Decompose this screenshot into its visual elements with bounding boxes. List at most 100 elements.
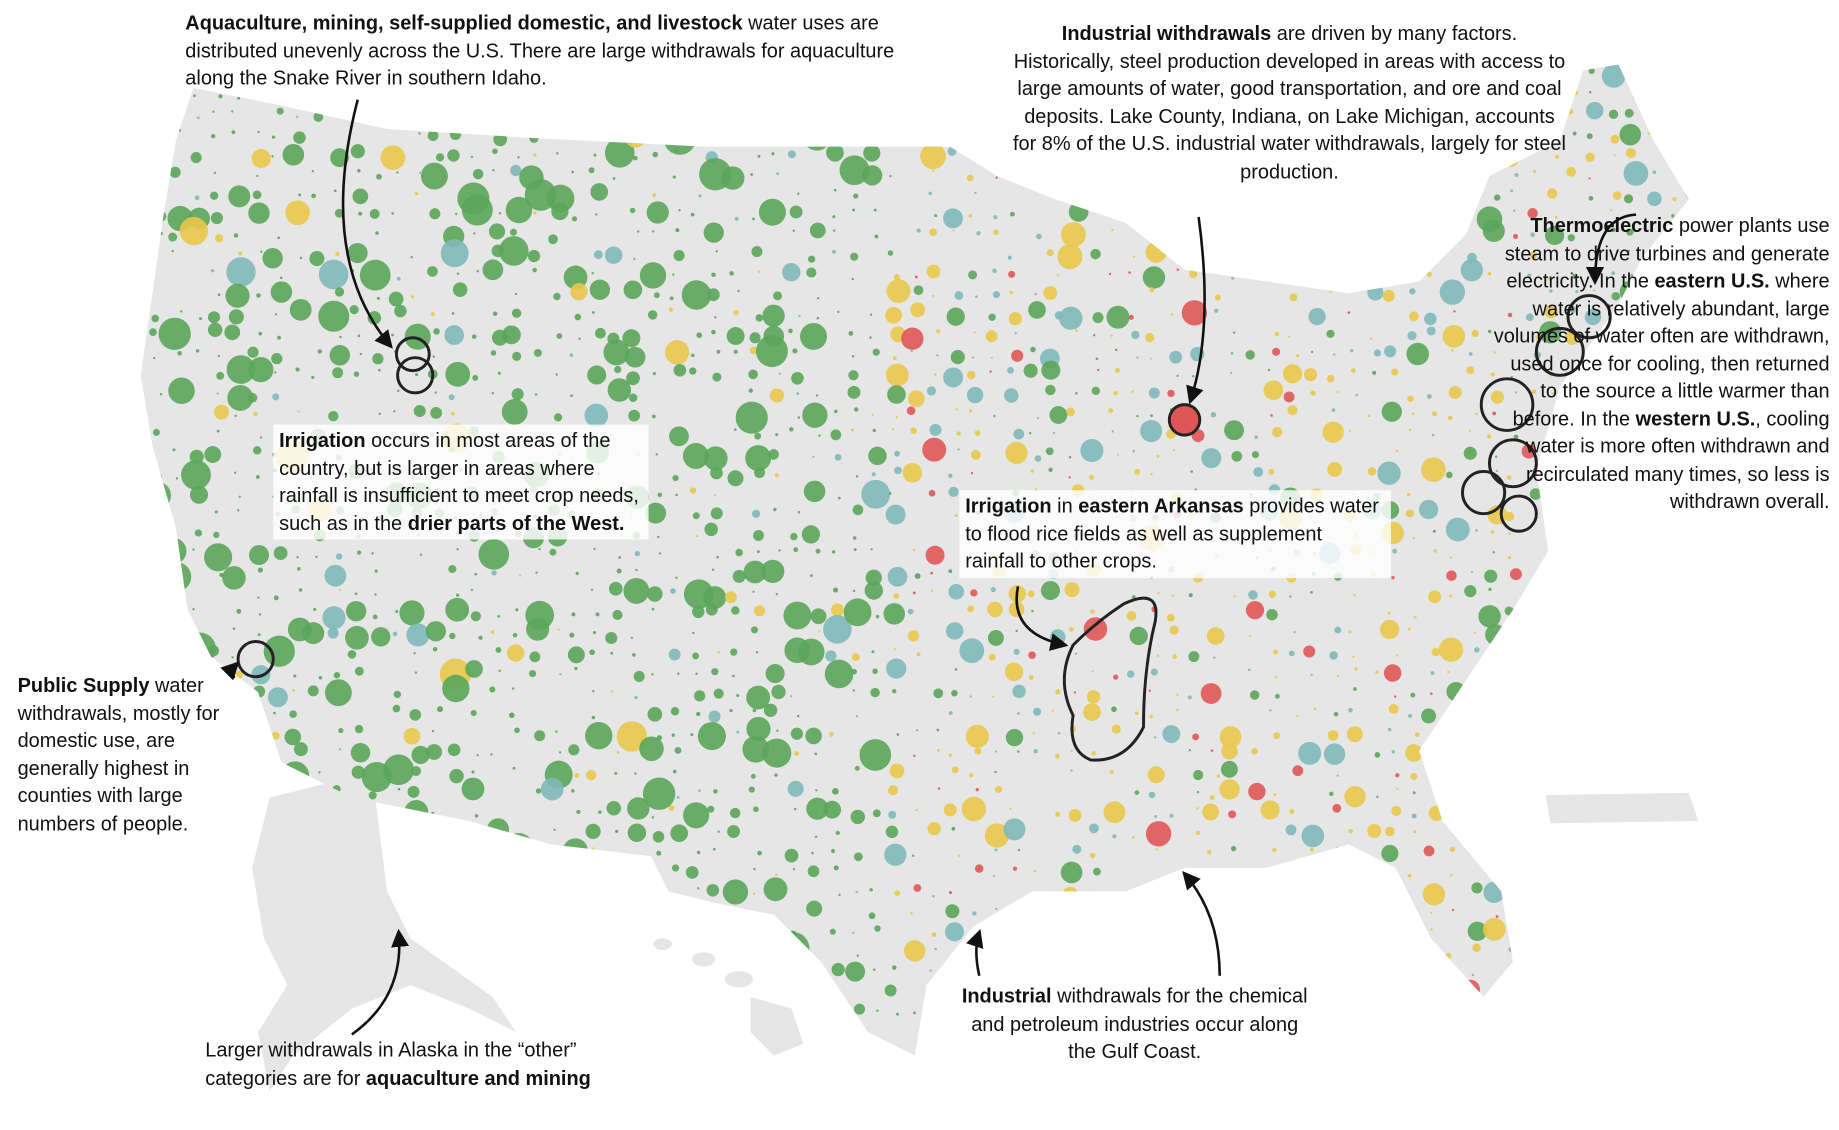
county-circle [1554, 250, 1558, 253]
county-circle [755, 650, 759, 654]
county-circle [928, 191, 932, 196]
county-circle [851, 653, 860, 662]
county-circle [909, 91, 915, 97]
county-circle [874, 234, 879, 239]
county-circle [1495, 814, 1499, 817]
county-circle [1375, 988, 1379, 992]
county-circle [553, 828, 556, 831]
county-circle [1627, 249, 1631, 253]
county-circle [225, 283, 250, 308]
county-circle [784, 848, 799, 863]
county-circle [690, 212, 695, 217]
county-circle [177, 128, 182, 133]
county-circle [1428, 805, 1445, 821]
county-circle [399, 600, 425, 626]
county-circle [1631, 1013, 1634, 1016]
county-circle [236, 509, 240, 512]
county-circle [263, 635, 295, 667]
county-circle [633, 670, 645, 682]
county-circle [577, 952, 581, 956]
puerto-rico [1545, 792, 1699, 824]
county-circle [153, 356, 156, 360]
county-circle [758, 198, 786, 226]
county-circle [974, 430, 981, 437]
county-circle [411, 745, 430, 765]
county-circle [993, 215, 998, 220]
county-circle [554, 1009, 558, 1013]
county-circle [771, 152, 775, 156]
county-circle [957, 91, 961, 94]
county-circle [318, 259, 349, 290]
county-circle [290, 95, 296, 100]
county-circle [1655, 933, 1658, 937]
county-circle [875, 614, 880, 619]
county-circle [260, 250, 263, 253]
county-circle [995, 907, 998, 911]
county-circle [674, 93, 677, 97]
county-circle [1407, 627, 1411, 631]
county-circle [646, 201, 669, 224]
county-circle [1414, 189, 1418, 192]
county-circle [416, 908, 420, 913]
county-circle [553, 847, 562, 857]
county-circle [626, 371, 640, 386]
county-circle [697, 887, 700, 890]
county-circle [1007, 967, 1021, 981]
county-circle [248, 357, 274, 383]
county-circle [745, 445, 772, 472]
county-circle [501, 399, 528, 425]
county-circle [490, 350, 497, 356]
county-circle [793, 807, 797, 811]
county-circle [1654, 1012, 1659, 1017]
county-circle [1467, 921, 1488, 942]
county-circle [158, 317, 191, 350]
county-circle [1527, 208, 1538, 219]
county-circle [712, 847, 716, 851]
county-circle [1519, 660, 1545, 686]
county-circle [455, 212, 458, 216]
county-circle [912, 591, 916, 595]
county-circle [670, 706, 680, 716]
county-circle [1438, 637, 1464, 662]
county-circle [1604, 961, 1624, 981]
county-circle [214, 510, 218, 514]
county-circle [1228, 810, 1237, 819]
county-circle [1672, 735, 1675, 739]
county-circle [1213, 950, 1216, 954]
county-circle [502, 325, 521, 345]
county-circle [1601, 64, 1626, 88]
county-circle [146, 848, 160, 862]
county-circle [796, 714, 800, 718]
county-circle [893, 648, 897, 651]
county-circle [989, 370, 992, 373]
county-circle [1329, 651, 1338, 660]
county-circle [1031, 609, 1034, 613]
county-circle [624, 125, 647, 148]
county-circle [668, 805, 675, 812]
county-circle [575, 96, 578, 99]
county-circle [249, 545, 270, 566]
county-circle [448, 564, 457, 574]
county-circle [715, 250, 718, 253]
county-circle [1120, 199, 1141, 221]
county-circle [694, 690, 706, 702]
county-circle [797, 510, 801, 514]
county-circle [1588, 177, 1591, 180]
county-circle [1048, 467, 1053, 473]
county-circle [1495, 731, 1499, 734]
county-circle [1109, 770, 1114, 775]
county-circle [1411, 412, 1415, 416]
county-circle [1474, 647, 1480, 653]
county-circle [1068, 455, 1072, 459]
county-circle [1466, 366, 1475, 374]
county-circle [926, 264, 941, 279]
county-circle [234, 748, 237, 752]
county-circle [395, 609, 399, 614]
annotation-text: eastern U.S. [1654, 269, 1770, 293]
county-circle [419, 553, 423, 556]
county-circle [492, 148, 498, 155]
county-circle [1248, 782, 1266, 801]
county-circle [704, 522, 718, 537]
county-circle [757, 270, 761, 273]
county-circle [239, 984, 265, 1009]
